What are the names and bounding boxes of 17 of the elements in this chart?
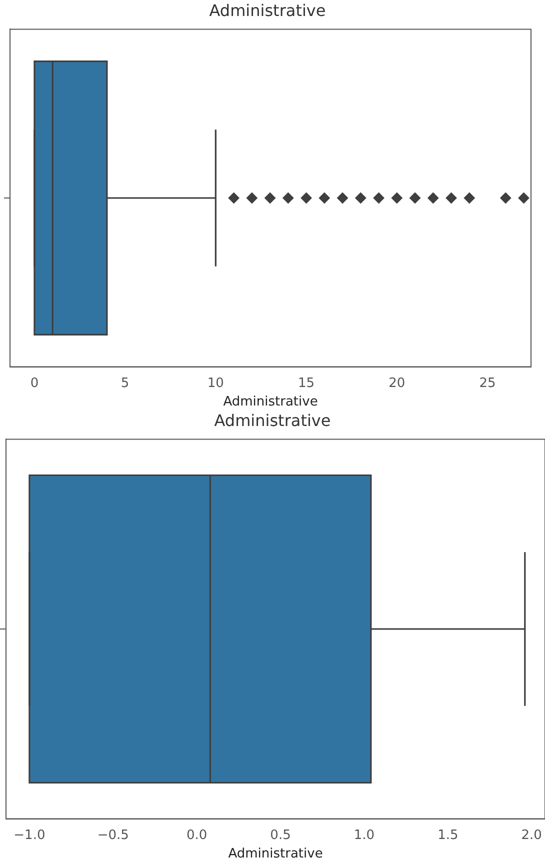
x-tick-label: 10 (207, 376, 224, 391)
x-tick-label: 0.0 (186, 828, 208, 843)
x-tick-label: 5 (120, 376, 130, 391)
x-axis-title: Administrative (228, 846, 323, 862)
x-tick-label: 15 (298, 376, 315, 391)
x-tick-label: −0.5 (97, 828, 129, 843)
x-tick-label: 2.0 (521, 828, 542, 843)
x-tick-label: 0 (30, 376, 39, 391)
x-tick-label: 0.5 (270, 828, 291, 843)
x-tick-label: 1.5 (438, 828, 458, 843)
chart-title: Administrative (214, 410, 331, 430)
x-tick-label: 25 (479, 376, 496, 391)
x-axis-title: Administrative (223, 394, 318, 410)
chart-title: Administrative (209, 0, 326, 20)
x-tick-label: 1.0 (354, 828, 375, 843)
x-tick-label: 20 (388, 376, 406, 391)
x-tick-label: −1.0 (14, 828, 46, 843)
